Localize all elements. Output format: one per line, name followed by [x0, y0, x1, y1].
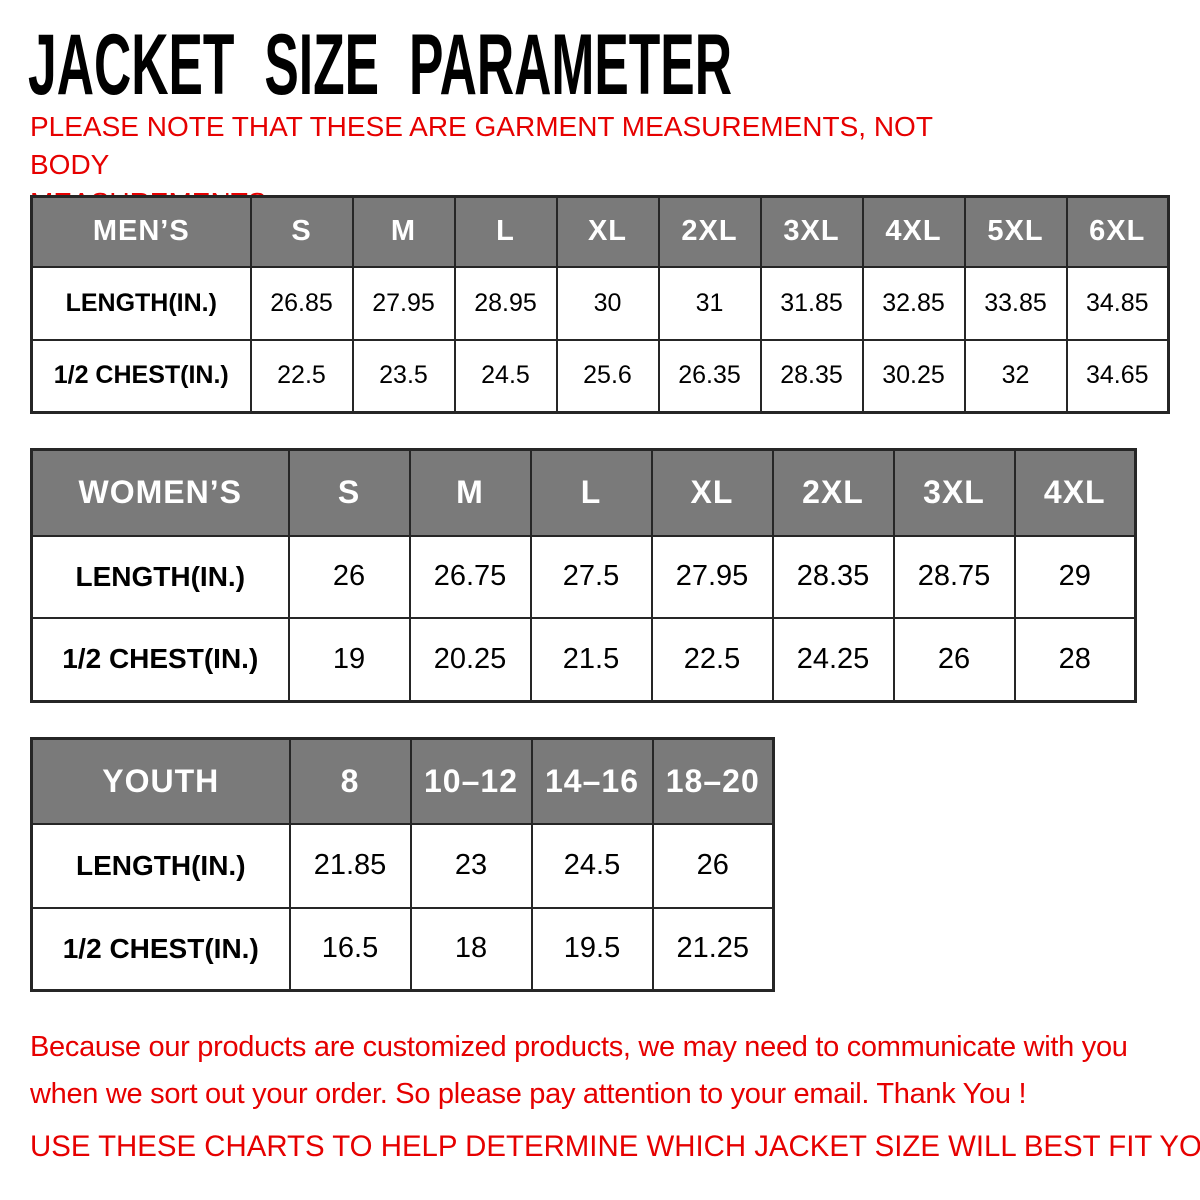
- col-header: 3XL: [892, 448, 1016, 537]
- size-value-cell: 23: [409, 822, 533, 909]
- mens-chest-row: 1/2 CHEST(IN.) 22.5 23.5 24.5 25.6 26.35…: [30, 338, 1170, 414]
- row-label: LENGTH(IN.): [30, 265, 252, 341]
- size-value-cell: 26: [287, 534, 411, 619]
- col-header: 14–16: [530, 737, 654, 825]
- size-value-cell: 30: [555, 265, 660, 341]
- mens-header-row: MEN’S S M L XL 2XL 3XL 4XL 5XL 6XL: [30, 195, 1170, 268]
- customization-notice-line-2: when we sort out your order. So please p…: [30, 1078, 1027, 1110]
- size-value-cell: 31.85: [759, 265, 864, 341]
- womens-header-row: WOMEN’S S M L XL 2XL 3XL 4XL: [30, 448, 1137, 537]
- size-value-cell: 33.85: [963, 265, 1068, 341]
- size-value-cell: 32.85: [861, 265, 966, 341]
- size-value-cell: 25.6: [555, 338, 660, 414]
- size-value-cell: 28.95: [453, 265, 558, 341]
- size-value-cell: 21.5: [529, 616, 653, 703]
- note-line-1: PLEASE NOTE THAT THESE ARE GARMENT MEASU…: [30, 111, 933, 180]
- size-value-cell: 32: [963, 338, 1068, 414]
- size-value-cell: 21.85: [288, 822, 412, 909]
- col-header: 18–20: [651, 737, 775, 825]
- col-header: 10–12: [409, 737, 533, 825]
- row-label: 1/2 CHEST(IN.): [30, 616, 290, 703]
- table-corner-label: YOUTH: [30, 737, 291, 825]
- row-label: LENGTH(IN.): [30, 822, 291, 909]
- youth-header-row: YOUTH 8 10–12 14–16 18–20: [30, 737, 775, 825]
- size-value-cell: 27.95: [351, 265, 456, 341]
- col-header: 5XL: [963, 195, 1068, 268]
- size-value-cell: 26.35: [657, 338, 762, 414]
- size-value-cell: 28.35: [759, 338, 864, 414]
- customization-notice-line-1: Because our products are customized prod…: [30, 1031, 1128, 1063]
- row-label: 1/2 CHEST(IN.): [30, 338, 252, 414]
- page-title: JACKET SIZE PARAMETER: [28, 17, 732, 113]
- size-value-cell: 16.5: [288, 906, 412, 992]
- size-value-cell: 24.25: [771, 616, 895, 703]
- youth-length-row: LENGTH(IN.) 21.85 23 24.5 26: [30, 822, 775, 909]
- size-value-cell: 34.85: [1065, 265, 1170, 341]
- col-header: L: [529, 448, 653, 537]
- size-value-cell: 23.5: [351, 338, 456, 414]
- customization-notice: Because our products are customized prod…: [30, 1024, 1128, 1118]
- col-header: XL: [650, 448, 774, 537]
- col-header: M: [351, 195, 456, 268]
- row-label: LENGTH(IN.): [30, 534, 290, 619]
- col-header: 2XL: [771, 448, 895, 537]
- col-header: L: [453, 195, 558, 268]
- youth-size-table: YOUTH 8 10–12 14–16 18–20 LENGTH(IN.) 21…: [30, 737, 775, 992]
- mens-length-row: LENGTH(IN.) 26.85 27.95 28.95 30 31 31.8…: [30, 265, 1170, 341]
- row-label: 1/2 CHEST(IN.): [30, 906, 291, 992]
- size-value-cell: 29: [1013, 534, 1137, 619]
- size-value-cell: 19.5: [530, 906, 654, 992]
- size-value-cell: 31: [657, 265, 762, 341]
- col-header: 4XL: [861, 195, 966, 268]
- size-value-cell: 28.75: [892, 534, 1016, 619]
- size-value-cell: 24.5: [530, 822, 654, 909]
- col-header: S: [287, 448, 411, 537]
- womens-length-row: LENGTH(IN.) 26 26.75 27.5 27.95 28.35 28…: [30, 534, 1137, 619]
- col-header: 8: [288, 737, 412, 825]
- size-value-cell: 19: [287, 616, 411, 703]
- col-header: M: [408, 448, 532, 537]
- size-value-cell: 28: [1013, 616, 1137, 703]
- size-value-cell: 34.65: [1065, 338, 1170, 414]
- col-header: 4XL: [1013, 448, 1137, 537]
- size-value-cell: 26.85: [249, 265, 354, 341]
- womens-size-table: WOMEN’S S M L XL 2XL 3XL 4XL LENGTH(IN.)…: [30, 448, 1137, 703]
- size-value-cell: 27.5: [529, 534, 653, 619]
- col-header: S: [249, 195, 354, 268]
- size-value-cell: 24.5: [453, 338, 558, 414]
- size-value-cell: 26.75: [408, 534, 532, 619]
- size-value-cell: 26: [892, 616, 1016, 703]
- col-header: 3XL: [759, 195, 864, 268]
- col-header: 2XL: [657, 195, 762, 268]
- size-value-cell: 18: [409, 906, 533, 992]
- size-value-cell: 22.5: [249, 338, 354, 414]
- size-value-cell: 28.35: [771, 534, 895, 619]
- womens-chest-row: 1/2 CHEST(IN.) 19 20.25 21.5 22.5 24.25 …: [30, 616, 1137, 703]
- size-value-cell: 21.25: [651, 906, 775, 992]
- col-header: XL: [555, 195, 660, 268]
- size-value-cell: 27.95: [650, 534, 774, 619]
- mens-size-table: MEN’S S M L XL 2XL 3XL 4XL 5XL 6XL LENGT…: [30, 195, 1170, 414]
- youth-chest-row: 1/2 CHEST(IN.) 16.5 18 19.5 21.25: [30, 906, 775, 992]
- table-corner-label: MEN’S: [30, 195, 252, 268]
- size-value-cell: 26: [651, 822, 775, 909]
- table-corner-label: WOMEN’S: [30, 448, 290, 537]
- chart-usage-instruction: USE THESE CHARTS TO HELP DETERMINE WHICH…: [30, 1130, 1200, 1163]
- col-header: 6XL: [1065, 195, 1170, 268]
- size-value-cell: 22.5: [650, 616, 774, 703]
- size-value-cell: 30.25: [861, 338, 966, 414]
- size-value-cell: 20.25: [408, 616, 532, 703]
